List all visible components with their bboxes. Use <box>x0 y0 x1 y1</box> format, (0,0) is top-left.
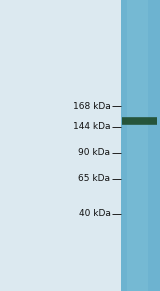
Bar <box>127 0 148 291</box>
Bar <box>121 0 160 291</box>
Text: 40 kDa: 40 kDa <box>79 210 110 218</box>
Text: 65 kDa: 65 kDa <box>78 175 110 183</box>
Text: 168 kDa: 168 kDa <box>73 102 110 111</box>
Text: 144 kDa: 144 kDa <box>73 122 110 131</box>
Text: 90 kDa: 90 kDa <box>78 148 110 157</box>
